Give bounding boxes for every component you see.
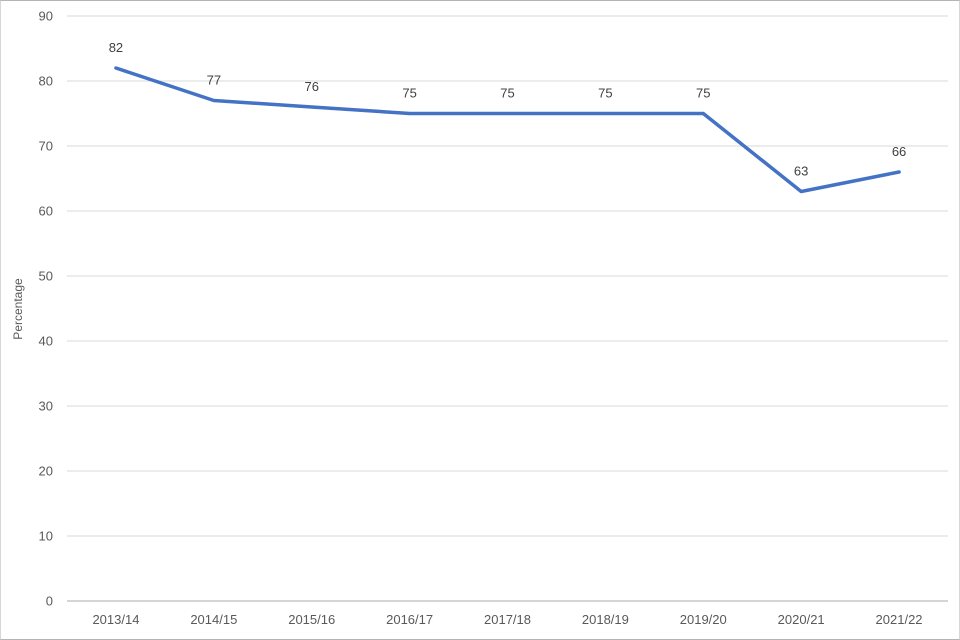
x-tick-label: 2021/22	[876, 612, 923, 627]
y-tick-label: 20	[39, 464, 53, 479]
data-label: 75	[500, 86, 514, 101]
y-axis-title: Percentage	[11, 278, 25, 340]
data-label: 82	[109, 40, 123, 55]
series-layer	[114, 66, 901, 194]
y-tick-label: 70	[39, 139, 53, 154]
y-tick-label: 90	[39, 9, 53, 24]
y-tick-label: 80	[39, 74, 53, 89]
x-tick-label: 2018/19	[582, 612, 629, 627]
x-tick-label: 2019/20	[680, 612, 727, 627]
x-tick-label: 2016/17	[386, 612, 433, 627]
data-label: 75	[598, 86, 612, 101]
y-tick-label: 30	[39, 399, 53, 414]
data-label: 66	[892, 144, 906, 159]
y-tick-label: 60	[39, 204, 53, 219]
y-tick-label: 40	[39, 334, 53, 349]
x-tick-label: 2020/21	[778, 612, 825, 627]
x-tick-label: 2017/18	[484, 612, 531, 627]
data-label: 76	[304, 79, 318, 94]
y-tick-label: 50	[39, 269, 53, 284]
data-label: 75	[402, 86, 416, 101]
x-tick-label: 2015/16	[288, 612, 335, 627]
x-tick-label: 2013/14	[92, 612, 139, 627]
y-tick-label: 10	[39, 529, 53, 544]
gridlines-layer	[67, 15, 948, 602]
x-tick-label: 2014/15	[190, 612, 237, 627]
data-label: 77	[207, 73, 221, 88]
data-label: 63	[794, 164, 808, 179]
data-label: 75	[696, 86, 710, 101]
y-tick-label: 0	[46, 594, 53, 609]
series-line	[114, 66, 901, 194]
labels-layer: 0 10 20 30 40 50 60 70 80 90 2013/14 2014/15 2015/16…	[39, 9, 923, 628]
